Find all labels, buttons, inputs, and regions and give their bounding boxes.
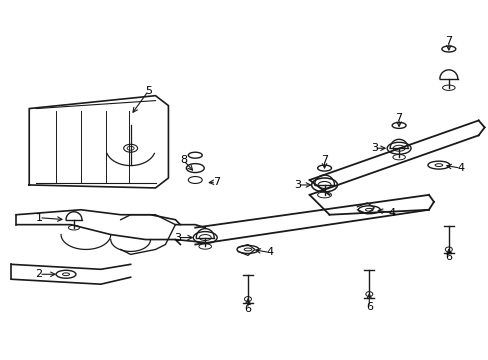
Text: 4: 4 — [388, 208, 395, 218]
Text: 4: 4 — [456, 163, 464, 173]
Text: 2: 2 — [36, 269, 42, 279]
Text: 7: 7 — [212, 177, 219, 187]
Text: 7: 7 — [395, 113, 402, 123]
Text: 3: 3 — [294, 180, 301, 190]
Text: 6: 6 — [365, 302, 372, 312]
Text: 1: 1 — [36, 213, 42, 223]
Text: 4: 4 — [266, 247, 273, 257]
Text: 3: 3 — [370, 143, 377, 153]
Text: 5: 5 — [145, 86, 152, 96]
Text: 7: 7 — [320, 155, 327, 165]
Text: 7: 7 — [445, 36, 451, 46]
Text: 3: 3 — [174, 233, 181, 243]
Text: 8: 8 — [180, 155, 186, 165]
Text: 6: 6 — [244, 304, 251, 314]
Text: 6: 6 — [445, 252, 451, 262]
